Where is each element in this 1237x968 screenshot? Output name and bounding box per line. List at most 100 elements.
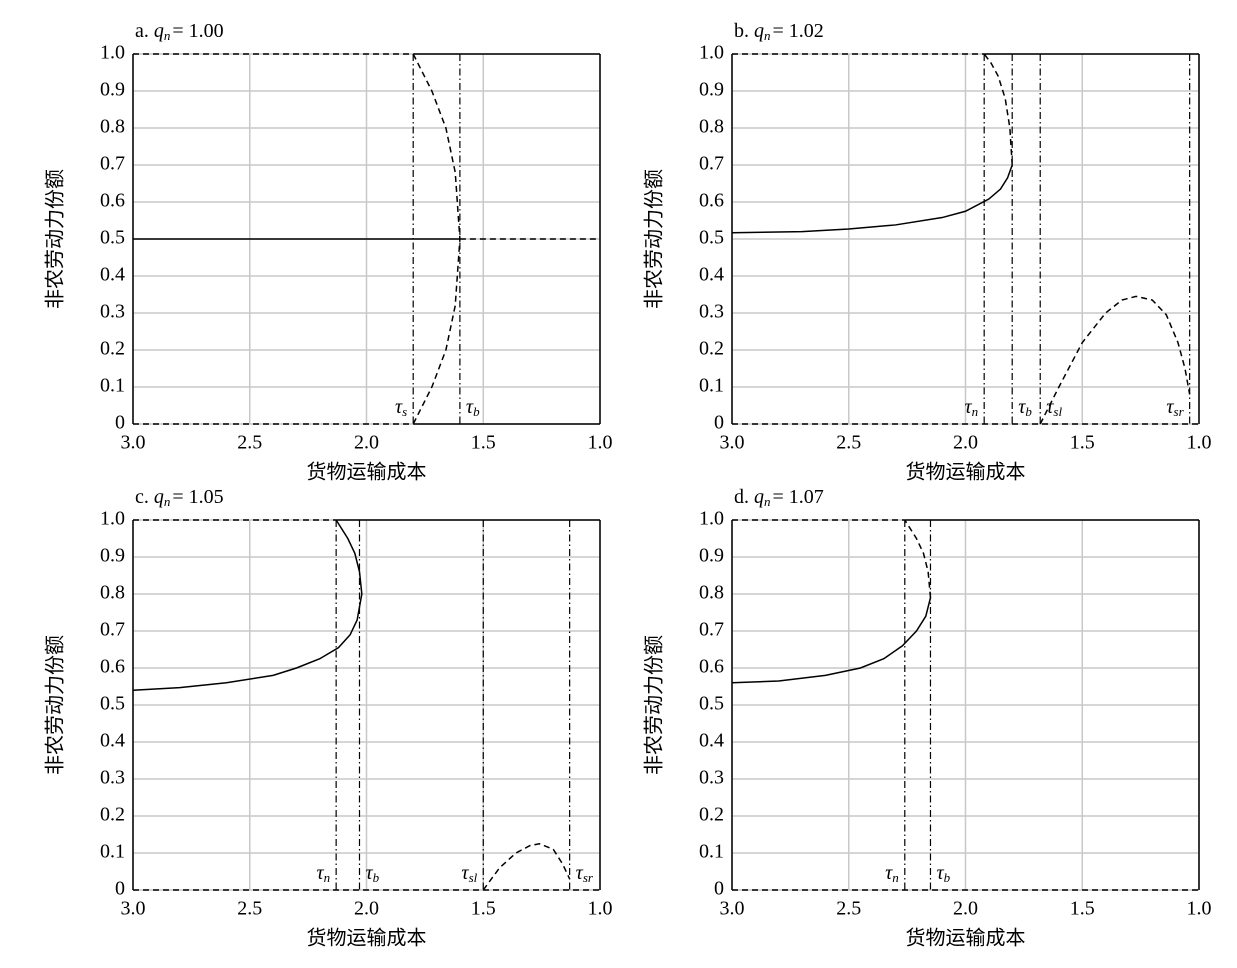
threshold-label: τb — [466, 396, 480, 419]
title-value: = 1.07 — [773, 486, 824, 508]
threshold-symbol: τ — [316, 862, 324, 884]
title-symbol: q — [754, 20, 764, 42]
x-tick-label: 2.0 — [354, 898, 379, 920]
x-tick-label: 1.5 — [1070, 432, 1095, 454]
threshold-label: τb — [1018, 396, 1032, 419]
threshold-label: τsr — [1166, 396, 1184, 419]
x-tick-label: 3.0 — [720, 898, 745, 920]
y-tick-label: 0.4 — [100, 730, 125, 752]
x-tick-label: 1.5 — [471, 432, 496, 454]
y-tick-label: 0.2 — [100, 804, 125, 826]
y-tick-label: 0.3 — [699, 767, 724, 789]
y-tick-label: 0 — [714, 412, 724, 434]
title-subscript: n — [164, 494, 171, 509]
x-tick-label: 3.0 — [121, 432, 146, 454]
y-tick-label: 0.8 — [100, 116, 125, 138]
x-tick-label: 2.5 — [836, 432, 861, 454]
y-tick-label: 0.1 — [100, 841, 125, 863]
x-tick-label: 2.5 — [237, 432, 262, 454]
y-axis-label: 非农劳动力份额 — [44, 169, 67, 309]
threshold-subscript: n — [972, 404, 979, 419]
series-line — [904, 519, 932, 598]
y-tick-label: 0.6 — [699, 656, 724, 678]
y-tick-label: 0.5 — [699, 227, 724, 249]
panel-title: d. qn = 1.07 — [734, 486, 824, 509]
x-tick-label: 2.5 — [237, 898, 262, 920]
threshold-label: τn — [965, 396, 979, 419]
x-tick-label: 1.5 — [1070, 898, 1095, 920]
title-symbol: q — [154, 20, 164, 42]
threshold-symbol: τ — [936, 862, 944, 884]
y-tick-label: 0.8 — [699, 582, 724, 604]
y-tick-label: 0 — [714, 878, 724, 900]
threshold-symbol: τ — [965, 396, 973, 418]
threshold-label: τsr — [576, 862, 594, 885]
title-prefix: c. — [135, 486, 149, 508]
panel-title: a. qn = 1.00 — [135, 20, 224, 43]
y-tick-label: 0.6 — [100, 656, 125, 678]
y-tick-label: 0.7 — [100, 619, 125, 641]
x-axis-label: 货物运输成本 — [906, 927, 1026, 950]
y-tick-label: 0.7 — [100, 153, 125, 175]
y-tick-label: 0.4 — [100, 264, 125, 286]
series-line — [983, 53, 1013, 166]
threshold-subscript: sl — [469, 870, 478, 885]
y-tick-label: 0.1 — [100, 375, 125, 397]
title-subscript: n — [764, 494, 771, 509]
threshold-subscript: b — [944, 870, 951, 885]
y-axis-label: 非农劳动力份额 — [643, 635, 666, 775]
x-axis-label: 货物运输成本 — [906, 461, 1026, 484]
series-line — [731, 164, 1013, 234]
threshold-symbol: τ — [1166, 396, 1174, 418]
title-symbol: q — [754, 486, 764, 508]
y-tick-label: 0.2 — [699, 338, 724, 360]
y-tick-label: 0.5 — [100, 227, 125, 249]
x-tick-label: 2.0 — [953, 432, 978, 454]
y-tick-label: 0.4 — [699, 730, 724, 752]
threshold-symbol: τ — [1018, 396, 1026, 418]
series-line — [482, 842, 571, 891]
threshold-subscript: sr — [583, 870, 594, 885]
y-tick-label: 1.0 — [699, 42, 724, 64]
threshold-label: τn — [316, 862, 330, 885]
threshold-symbol: τ — [466, 396, 474, 418]
y-tick-label: 0.2 — [100, 338, 125, 360]
threshold-subscript: b — [473, 404, 480, 419]
threshold-symbol: τ — [885, 862, 893, 884]
threshold-symbol: τ — [1046, 396, 1054, 418]
threshold-subscript: sl — [1053, 404, 1062, 419]
title-value: = 1.00 — [172, 20, 223, 42]
x-tick-label: 2.0 — [354, 432, 379, 454]
y-tick-label: 0.6 — [699, 190, 724, 212]
threshold-symbol: τ — [365, 862, 373, 884]
x-tick-label: 3.0 — [720, 432, 745, 454]
y-tick-label: 0.7 — [699, 153, 724, 175]
y-tick-label: 0.3 — [699, 301, 724, 323]
panel-title: c. qn = 1.05 — [135, 486, 224, 509]
series-line — [1039, 295, 1191, 425]
threshold-label: τn — [885, 862, 899, 885]
title-value: = 1.05 — [172, 486, 223, 508]
threshold-label: τsl — [1046, 396, 1062, 419]
x-tick-label: 3.0 — [121, 898, 146, 920]
x-tick-label: 2.5 — [836, 898, 861, 920]
threshold-label: τsl — [461, 862, 477, 885]
x-tick-label: 1.0 — [588, 898, 613, 920]
threshold-symbol: τ — [461, 862, 469, 884]
y-tick-label: 0.7 — [699, 619, 724, 641]
y-tick-label: 0.9 — [100, 79, 125, 101]
y-tick-label: 0.5 — [699, 693, 724, 715]
y-tick-label: 0.1 — [699, 375, 724, 397]
series-line — [731, 597, 932, 684]
y-tick-label: 0.8 — [100, 582, 125, 604]
threshold-subscript: sr — [1174, 404, 1185, 419]
threshold-subscript: b — [373, 870, 380, 885]
y-tick-label: 0.9 — [100, 545, 125, 567]
threshold-label: τb — [365, 862, 379, 885]
y-tick-label: 0.2 — [699, 804, 724, 826]
x-axis-label: 货物运输成本 — [307, 927, 427, 950]
panel-title: b. qn = 1.02 — [734, 20, 824, 43]
title-subscript: n — [764, 28, 771, 43]
